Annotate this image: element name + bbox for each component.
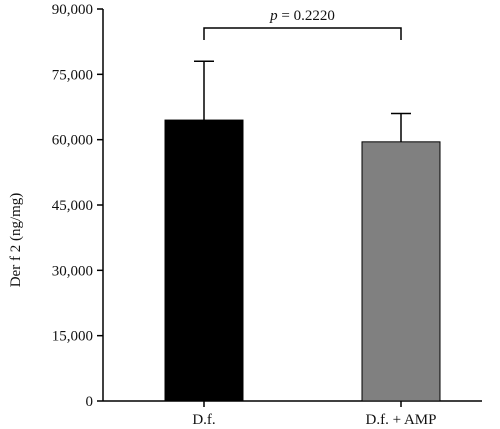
bar <box>361 141 441 402</box>
x-tick-label: D.f. <box>192 412 215 428</box>
significance-bracket <box>203 27 402 40</box>
p-value-annotation: p = 0.2220 <box>269 8 335 24</box>
y-tick-label: 75,000 <box>52 67 93 83</box>
y-tick-label: 45,000 <box>52 198 93 214</box>
y-tick-label: 0 <box>86 394 94 410</box>
plot-area: 0 15,000 30,000 45,000 60,000 75,000 90,000 D.f… <box>52 2 482 428</box>
p-symbol: p <box>269 8 278 24</box>
x-tick-label: D.f. + AMP <box>366 412 437 428</box>
p-value-text: = 0.2220 <box>278 8 335 24</box>
y-tick-label: 60,000 <box>52 133 93 149</box>
y-axis-label: Der f 2 (ng/mg) <box>8 193 24 288</box>
y-tick-label: 30,000 <box>52 263 93 279</box>
y-tick-label: 15,000 <box>52 329 93 345</box>
bar <box>164 119 244 402</box>
y-tick-label: 90,000 <box>52 2 93 18</box>
